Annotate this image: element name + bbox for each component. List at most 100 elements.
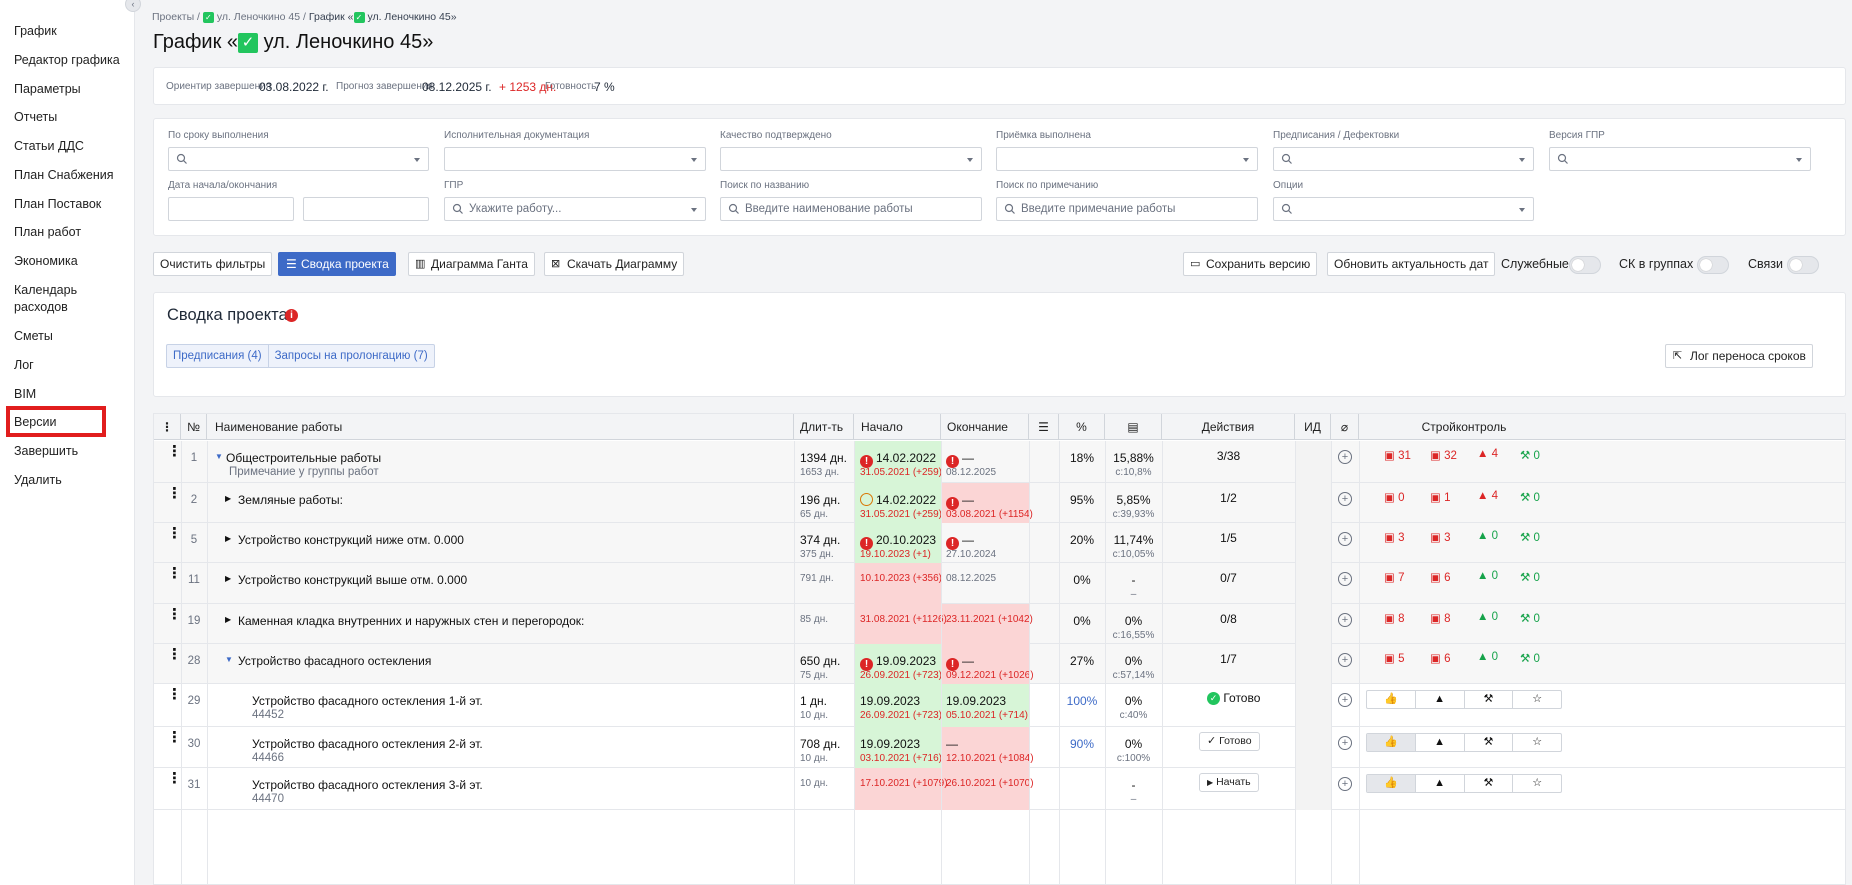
row-menu-icon[interactable]: ⋮	[167, 686, 182, 703]
caret-right-icon[interactable]: ▶	[225, 615, 232, 624]
sidebar-item-log[interactable]: Лог	[14, 358, 34, 372]
calendar-x-count[interactable]: ▣ 8	[1430, 611, 1450, 625]
work-name[interactable]: Устройство фасадного остекления 3-й эт.	[252, 778, 483, 792]
docs-filter[interactable]	[444, 147, 706, 171]
thumbs-up-icon[interactable]: 👍	[1367, 775, 1416, 792]
gantt-button[interactable]: ▥ Диаграмма Ганта	[408, 252, 535, 276]
row-menu-icon[interactable]: ⋮	[167, 443, 182, 460]
row-menu-icon[interactable]: ⋮	[167, 606, 182, 623]
row-menu-icon[interactable]: ⋮	[167, 525, 182, 542]
table-row[interactable]: ⋮ 30 Устройство фасадного остекления 2-й э…	[154, 727, 1845, 768]
sidebar-item-expense-calendar[interactable]: Календарь расходов	[14, 283, 78, 314]
add-attachment-icon[interactable]: +	[1338, 613, 1352, 627]
hammer-icon[interactable]: ⚒	[1465, 775, 1514, 792]
defects-filter[interactable]	[1273, 147, 1534, 171]
actions-count[interactable]: 0/8	[1220, 612, 1237, 626]
caret-right-icon[interactable]: ▶	[225, 574, 232, 583]
sidebar-item-reports[interactable]: Отчеты	[14, 110, 58, 124]
quality-filter[interactable]	[720, 147, 982, 171]
calendar-x-count[interactable]: ▣ 1	[1430, 490, 1450, 504]
work-name[interactable]: Каменная кладка внутренних и наружных ст…	[238, 614, 585, 628]
download-gantt-button[interactable]: ⊠ Скачать Диаграмму	[544, 252, 685, 276]
links-toggle[interactable]	[1787, 256, 1819, 274]
calendar-overdue-count[interactable]: ▣ 31	[1384, 448, 1411, 462]
thumbs-up-icon[interactable]: 👍	[1367, 734, 1416, 751]
caret-down-icon[interactable]: ▼	[215, 452, 223, 461]
calendar-x-count[interactable]: ▣ 32	[1430, 448, 1457, 462]
sidebar-item-supply-plan[interactable]: План Снабжения	[14, 168, 114, 182]
warning-count[interactable]: ▲ 4	[1477, 490, 1498, 502]
clear-filters-button[interactable]: Очистить фильтры	[153, 252, 273, 276]
calendar-x-count[interactable]: ▣ 3	[1430, 530, 1450, 544]
actions-count[interactable]: 3/38	[1216, 449, 1241, 463]
tab-prescriptions[interactable]: Предписания (4)	[167, 345, 269, 367]
warning-count[interactable]: ▲ 0	[1477, 570, 1498, 582]
calendar-x-count[interactable]: ▣ 6	[1430, 651, 1450, 665]
name-search-input[interactable]: Введите наименование работы	[720, 197, 982, 221]
row-menu-icon[interactable]: ⋮	[167, 729, 182, 746]
row-menu-icon[interactable]: ⋮	[167, 770, 182, 787]
gpr-select[interactable]: Укажите работу...	[444, 197, 706, 221]
save-version-button[interactable]: ▭ Сохранить версию	[1183, 252, 1318, 276]
add-attachment-icon[interactable]: +	[1338, 777, 1352, 791]
sidebar-item-delete[interactable]: Удалить	[14, 473, 62, 487]
sidebar-item-versions[interactable]: Версии	[14, 415, 57, 429]
work-name[interactable]: Устройство фасадного остекления 1-й эт.	[252, 694, 483, 708]
sidebar-item-delivery-plan[interactable]: План Поставок	[14, 197, 102, 211]
update-dates-button[interactable]: Обновить актуальность дат	[1327, 252, 1496, 276]
star-icon[interactable]: ☆	[1532, 736, 1543, 748]
row-menu-icon[interactable]: ⋮	[167, 646, 182, 663]
hammer-count[interactable]: ⚒ 0	[1520, 611, 1540, 625]
star-icon[interactable]: ☆	[1532, 777, 1543, 789]
sidebar-item-parameters[interactable]: Параметры	[14, 82, 81, 96]
start-button[interactable]: ▶ Начать	[1199, 773, 1259, 792]
sk-groups-toggle[interactable]	[1697, 256, 1729, 274]
actions-count[interactable]: 1/7	[1220, 652, 1237, 666]
row-menu-icon[interactable]: ⋮	[167, 565, 182, 582]
table-row[interactable]: ⋮ 5 ▶ Устройство конструкций ниже отм. 0.00…	[154, 523, 1845, 563]
hammer-icon[interactable]: ⚒	[1465, 734, 1514, 751]
sidebar-item-work-plan[interactable]: План работ	[14, 225, 82, 239]
row-menu-icon[interactable]: ⋮	[167, 485, 182, 502]
breadcrumb-projects[interactable]: Проекты	[152, 11, 195, 23]
calendar-x-count[interactable]: ▣ 6	[1430, 570, 1450, 584]
table-row[interactable]: ⋮ 2 ▶ Земляные работы: 196 дн. 65 дн. 14.02.20…	[154, 483, 1845, 523]
add-attachment-icon[interactable]: +	[1338, 736, 1352, 750]
mark-done-button[interactable]: ✓ Готово	[1199, 732, 1260, 751]
note-search-input[interactable]: Введите примечание работы	[996, 197, 1258, 221]
caret-down-icon[interactable]: ▼	[225, 655, 233, 664]
calendar-overdue-count[interactable]: ▣ 0	[1384, 490, 1404, 504]
table-row[interactable]: ⋮ 28 ▼ Устройство фасадного остекления 650 д…	[154, 644, 1845, 684]
hammer-count[interactable]: ⚒ 0	[1520, 448, 1540, 462]
calendar-overdue-count[interactable]: ▣ 3	[1384, 530, 1404, 544]
add-attachment-icon[interactable]: +	[1338, 492, 1352, 506]
actions-count[interactable]: 1/5	[1220, 531, 1237, 545]
sidebar-item-schedule[interactable]: График	[14, 24, 57, 38]
warning-count[interactable]: ▲ 4	[1477, 448, 1498, 460]
star-icon[interactable]: ☆	[1532, 693, 1543, 705]
caret-right-icon[interactable]: ▶	[225, 534, 232, 543]
calendar-overdue-count[interactable]: ▣ 5	[1384, 651, 1404, 665]
acceptance-filter[interactable]	[996, 147, 1258, 171]
actions-count[interactable]: 1/2	[1220, 491, 1237, 505]
add-attachment-icon[interactable]: +	[1338, 693, 1352, 707]
sidebar-item-schedule-editor[interactable]: Редактор графика	[14, 53, 120, 67]
warning-count[interactable]: ▲ 0	[1477, 611, 1498, 623]
warning-count[interactable]: ▲ 0	[1477, 651, 1498, 663]
work-name[interactable]: Общестроительные работы	[226, 451, 382, 465]
work-name[interactable]: Устройство конструкций выше отм. 0.000	[238, 573, 468, 587]
sidebar-item-finish[interactable]: Завершить	[14, 444, 79, 458]
warning-icon[interactable]: ▲	[1416, 691, 1465, 708]
table-row[interactable]: ⋮ 31 Устройство фасадного остекления 3-й э…	[154, 768, 1845, 810]
add-attachment-icon[interactable]: +	[1338, 572, 1352, 586]
hammer-count[interactable]: ⚒ 0	[1520, 490, 1540, 504]
date-log-button[interactable]: ⇱ Лог переноса сроков	[1665, 344, 1813, 368]
calendar-overdue-count[interactable]: ▣ 8	[1384, 611, 1404, 625]
table-row[interactable]: ⋮ 1 ▼ Общестроительные работы Примечание у г…	[154, 441, 1845, 483]
warning-icon[interactable]: ▲	[1416, 734, 1465, 751]
sidebar-item-bim[interactable]: BIM	[14, 387, 37, 401]
add-attachment-icon[interactable]: +	[1338, 532, 1352, 546]
sidebar-item-estimates[interactable]: Сметы	[14, 329, 53, 343]
hammer-count[interactable]: ⚒ 0	[1520, 530, 1540, 544]
version-filter[interactable]	[1549, 147, 1811, 171]
